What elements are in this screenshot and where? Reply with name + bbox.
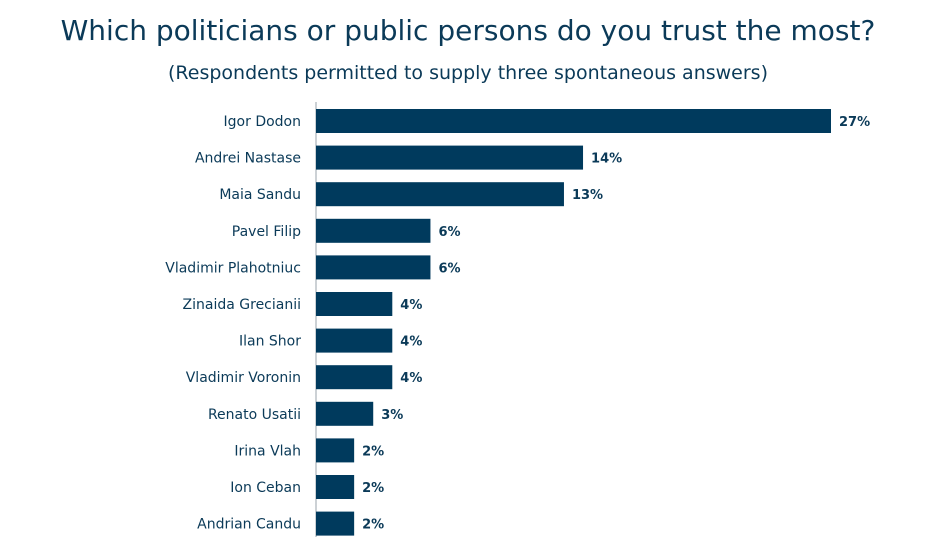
- bar-renato-usatii: [316, 401, 374, 426]
- value-label: 4%: [400, 298, 422, 313]
- category-label: Zinaida Grecianii: [183, 297, 301, 313]
- bar-pavel-filip: [316, 218, 431, 243]
- value-label: 27%: [839, 115, 870, 130]
- bar-maia-sandu: [316, 182, 564, 207]
- value-label: 2%: [362, 481, 384, 496]
- chart-title: Which politicians or public persons do y…: [60, 14, 876, 47]
- value-label: 14%: [591, 152, 622, 167]
- value-label: 2%: [362, 444, 384, 459]
- value-label: 2%: [362, 518, 384, 533]
- category-label: Ion Ceban: [230, 480, 301, 496]
- value-label: 4%: [400, 335, 422, 350]
- category-label: Andrian Candu: [197, 517, 301, 533]
- value-label: 6%: [438, 261, 460, 276]
- category-label: Pavel Filip: [232, 224, 301, 240]
- category-label: Renato Usatii: [208, 407, 301, 423]
- category-label: Irina Vlah: [234, 443, 301, 459]
- value-label: 13%: [572, 188, 603, 203]
- category-label: Maia Sandu: [219, 187, 301, 203]
- value-label: 3%: [381, 408, 403, 423]
- value-label: 4%: [400, 371, 422, 386]
- bar-andrei-nastase: [316, 145, 584, 170]
- bar-ilan-shor: [316, 328, 393, 353]
- bar-andrian-candu: [316, 511, 355, 536]
- bar-zinaida-grecianii: [316, 292, 393, 316]
- bar-ion-ceban: [316, 475, 355, 499]
- category-label: Andrei Nastase: [195, 151, 301, 167]
- bar-vladimir-plahotniuc: [316, 255, 431, 280]
- category-label: Vladimir Plahotniuc: [165, 260, 301, 276]
- bar-igor-dodon: [316, 109, 831, 133]
- category-label: Ilan Shor: [239, 334, 301, 350]
- category-label: Vladimir Voronin: [186, 370, 301, 386]
- bar-vladimir-voronin: [316, 365, 393, 390]
- value-label: 6%: [438, 225, 460, 240]
- chart-subtitle: (Respondents permitted to supply three s…: [168, 62, 768, 84]
- bar-irina-vlah: [316, 438, 355, 463]
- category-label: Igor Dodon: [224, 114, 301, 130]
